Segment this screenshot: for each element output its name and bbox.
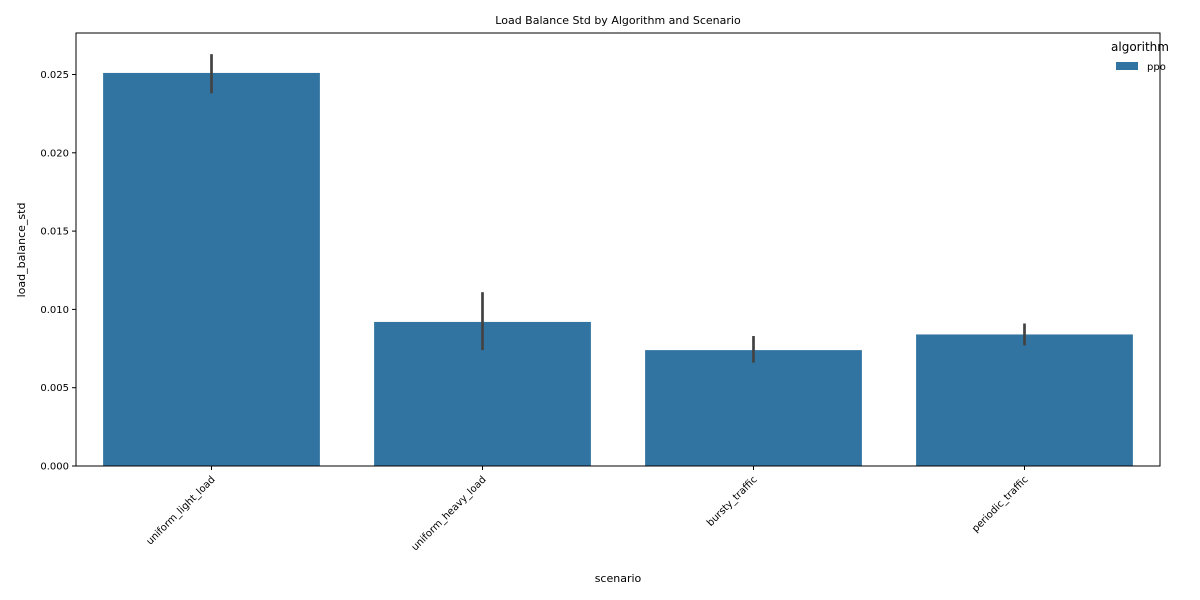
- legend-label-ppo: ppo: [1147, 62, 1166, 73]
- x-tick-label-periodic-traffic: periodic_traffic: [970, 474, 1030, 534]
- x-tick-label-uniform-light-load: uniform_light_load: [145, 474, 218, 547]
- error-bars-group: [210, 54, 1026, 363]
- y-tick-label: 0.015: [40, 227, 69, 238]
- x-axis-title: scenario: [595, 572, 642, 585]
- bar-periodic-traffic: [916, 334, 1133, 466]
- legend: algorithm ppo: [1111, 40, 1169, 73]
- bar-uniform-light-load: [103, 72, 320, 466]
- chart-title: Load Balance Std by Algorithm and Scenar…: [495, 14, 741, 27]
- y-axis: 0.000 0.005 0.010 0.015 0.020 0.025: [40, 70, 76, 473]
- y-axis-title: load_balance_std: [15, 203, 28, 298]
- y-tick-label: 0.005: [40, 383, 69, 394]
- y-tick-label: 0.025: [40, 70, 69, 81]
- plot-frame: [75, 32, 1161, 467]
- bar-bursty-traffic: [645, 350, 862, 466]
- legend-title: algorithm: [1111, 40, 1169, 54]
- y-tick-label: 0.010: [40, 305, 69, 316]
- y-tick-label: 0.000: [40, 462, 69, 473]
- x-tick-label-bursty-traffic: bursty_traffic: [705, 474, 760, 529]
- legend-swatch-ppo: [1116, 62, 1138, 70]
- x-tick-label-uniform-heavy-load: uniform_heavy_load: [410, 474, 489, 553]
- x-axis: uniform_light_load uniform_heavy_load burs…: [145, 466, 1031, 553]
- bars-group: [103, 72, 1133, 466]
- y-tick-label: 0.020: [40, 148, 69, 159]
